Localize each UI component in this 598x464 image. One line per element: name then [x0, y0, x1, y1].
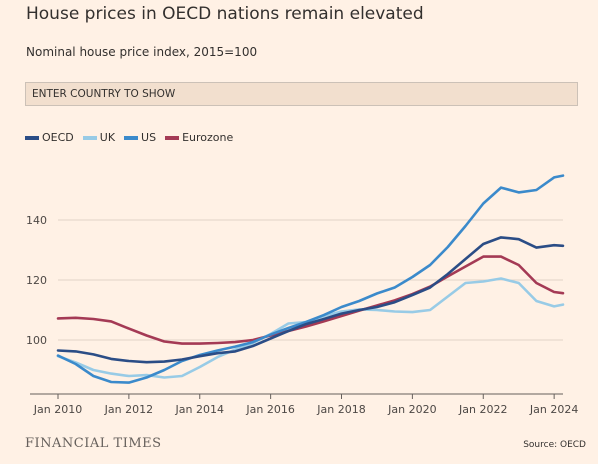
ft-logo: FINANCIAL TIMES [25, 436, 162, 451]
series-line-uk [56, 277, 565, 379]
legend-label: US [141, 131, 157, 144]
x-tick-label: Jan 2018 [316, 403, 365, 416]
x-tick-label: Jan 2020 [387, 403, 436, 416]
chart-title: House prices in OECD nations remain elev… [26, 4, 424, 24]
legend-swatch [82, 135, 97, 140]
series-line-oecd [56, 236, 565, 364]
series-line-eurozone [56, 255, 565, 345]
x-tick-label: Jan 2024 [529, 403, 578, 416]
y-tick-label: 140 [26, 214, 47, 227]
x-tick-label: Jan 2022 [458, 403, 507, 416]
chart-legend: OECD UK US Eurozone [25, 131, 242, 144]
x-tick-label: Jan 2014 [175, 403, 224, 416]
source-note: Source: OECD [523, 440, 586, 450]
legend-swatch [25, 135, 39, 140]
y-tick-label: 100 [26, 334, 47, 347]
legend-item-oecd: OECD [25, 131, 74, 144]
x-tick-label: Jan 2010 [33, 403, 82, 416]
legend-item-eurozone: Eurozone [165, 131, 233, 144]
legend-swatch [165, 135, 180, 140]
legend-item-uk: UK [82, 131, 116, 144]
legend-item-us: US [124, 131, 156, 144]
x-tick-label: Jan 2016 [245, 403, 294, 416]
legend-label: UK [99, 131, 116, 144]
y-tick-label: 120 [26, 274, 47, 287]
legend-swatch [124, 135, 139, 140]
country-search-input[interactable] [25, 82, 578, 106]
series-line-us [56, 174, 565, 384]
x-tick-label: Jan 2012 [104, 403, 153, 416]
legend-label: OECD [42, 131, 74, 144]
legend-label: Eurozone [182, 131, 234, 144]
chart-subtitle: Nominal house price index, 2015=100 [26, 45, 258, 59]
